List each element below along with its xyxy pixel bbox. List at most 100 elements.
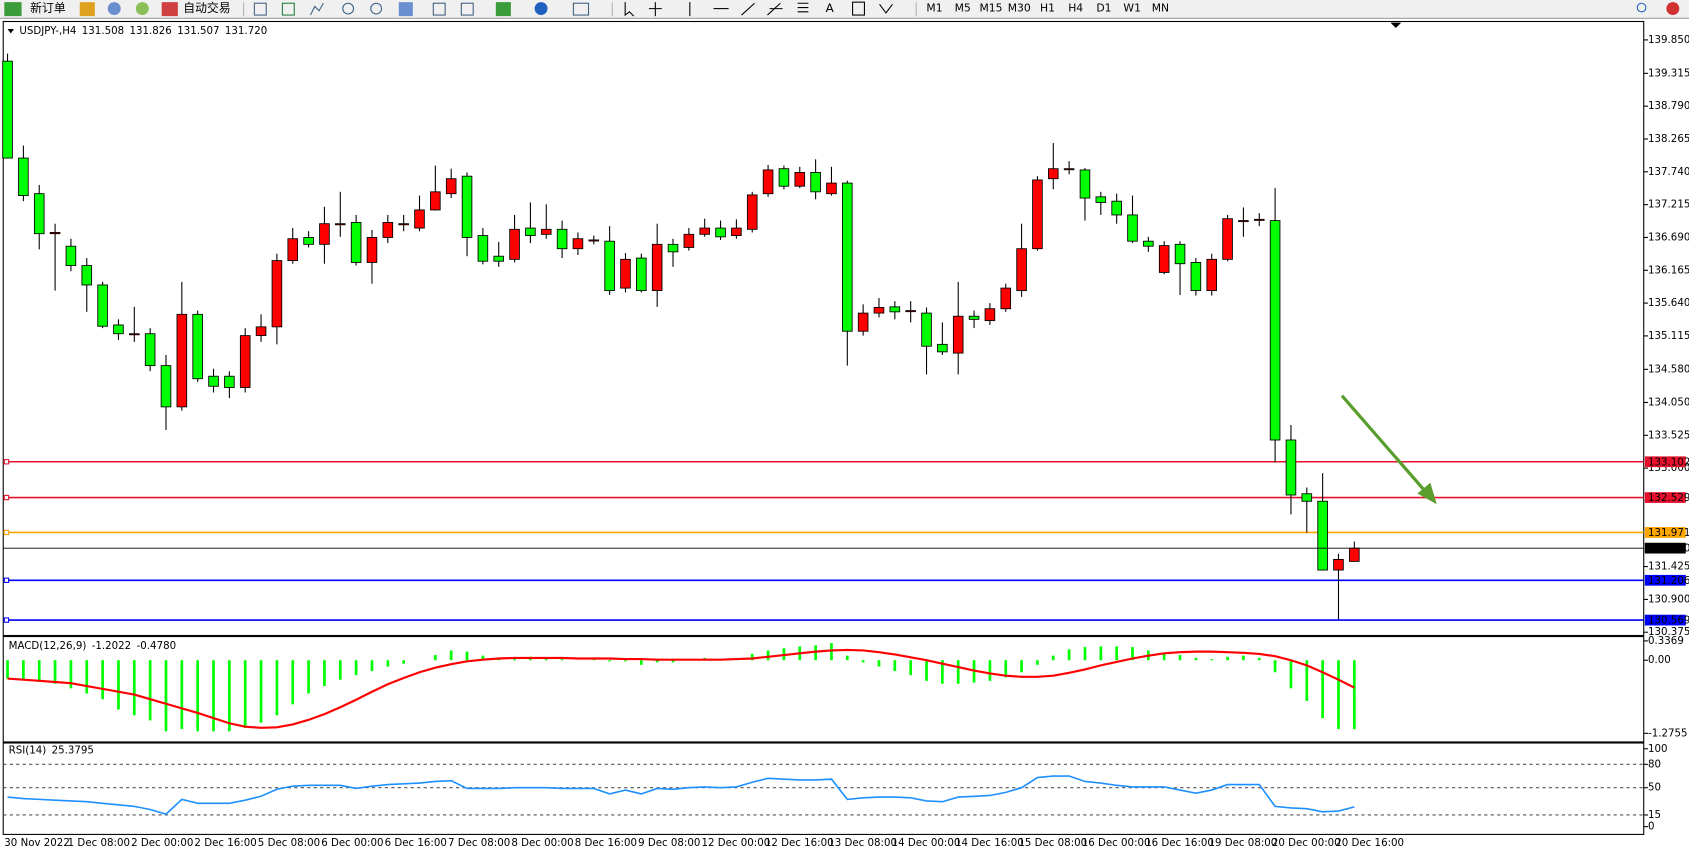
candle-icon[interactable] <box>281 2 295 16</box>
zoom-out-icon[interactable] <box>370 2 383 15</box>
candle-body <box>97 284 108 327</box>
arrows-tool[interactable] <box>879 3 893 14</box>
fibo-icon[interactable] <box>797 2 809 13</box>
symbol-menu-arrow[interactable] <box>7 29 15 34</box>
candle-body <box>1317 500 1328 571</box>
candle-body <box>1301 493 1313 502</box>
level-handle <box>3 617 10 623</box>
timeframe-button[interactable]: H4 <box>1068 2 1083 15</box>
candle-body <box>572 238 584 250</box>
candle-body <box>778 168 790 187</box>
candle-body <box>889 306 901 313</box>
auto-trading-button[interactable]: 自动交易 <box>183 1 230 15</box>
tile-icon[interactable] <box>398 2 413 17</box>
candle-body <box>1269 220 1281 441</box>
candle-body <box>81 265 93 286</box>
candle-body <box>414 209 425 229</box>
timeframe-button[interactable]: H1 <box>1040 2 1055 15</box>
tool-icon[interactable] <box>79 2 95 17</box>
y-tick-label: 80 <box>1648 759 1661 770</box>
timeframe-button[interactable]: D1 <box>1096 2 1111 15</box>
crosshair-icon[interactable] <box>648 2 662 17</box>
x-tick-label: 7 Dec 08:00 <box>448 838 510 849</box>
line-chart-icon[interactable] <box>309 2 324 16</box>
price-label-bg <box>1644 574 1686 586</box>
chart-header: 131.720 <box>225 26 267 37</box>
candle-body <box>1143 240 1154 247</box>
candle-body <box>1253 218 1265 221</box>
scroll-icon[interactable] <box>432 2 446 16</box>
candle-body <box>762 169 774 195</box>
candle-body <box>334 223 346 226</box>
periods-icon[interactable] <box>534 2 548 16</box>
x-tick-label: 15 Dec 08:00 <box>1018 838 1087 849</box>
shift-marker <box>1390 22 1402 28</box>
y-tick-label: 133.000 <box>1648 463 1689 474</box>
x-tick-label: 12 Dec 16:00 <box>765 838 834 849</box>
zoom-in-icon[interactable] <box>342 2 355 15</box>
indicators-icon[interactable] <box>495 2 511 17</box>
bar-chart-icon[interactable] <box>253 2 267 16</box>
trendline-icon[interactable] <box>741 2 755 16</box>
x-tick-label: 20 Dec 16:00 <box>1335 838 1404 849</box>
x-tick-label: 20 Dec 00:00 <box>1272 838 1341 849</box>
level-handle <box>3 494 10 501</box>
plot-area: 139.850 139.315 138.790 138.265 137.740 137.2… <box>2 26 1689 849</box>
x-tick-label: 30 Nov 2022 <box>4 838 70 849</box>
timeframe-button[interactable]: M1 <box>926 2 942 15</box>
y-tick-label: 139.315 <box>1648 68 1689 79</box>
text-tool[interactable]: A <box>826 1 834 15</box>
candle-body <box>144 333 156 367</box>
tool-icon[interactable] <box>107 2 121 16</box>
candle-body <box>430 191 441 211</box>
macd-header: MACD(12,26,9) <box>9 641 87 652</box>
candle-body <box>1206 258 1218 292</box>
timeframe-button[interactable]: M15 <box>979 2 1002 15</box>
timeframe-button[interactable]: M30 <box>1008 2 1031 15</box>
x-tick-label: 6 Dec 16:00 <box>385 838 447 849</box>
new-order-button[interactable]: 新订单 <box>30 1 66 15</box>
candle-body <box>937 343 948 353</box>
candle-body <box>192 313 203 380</box>
candle-body <box>842 182 853 332</box>
new-order-icon[interactable] <box>4 2 22 17</box>
y-tick-label: 135.640 <box>1648 298 1689 309</box>
candle-body <box>1111 200 1122 216</box>
alert-icon[interactable] <box>1666 2 1680 16</box>
candle-body <box>1158 245 1170 273</box>
candle-body <box>636 257 647 292</box>
timeframe-button[interactable]: MN <box>1152 2 1169 15</box>
price-label-bg <box>1644 456 1686 468</box>
candle-body <box>826 182 837 195</box>
timeframe-button[interactable]: W1 <box>1123 2 1140 15</box>
timeframe-button[interactable]: M5 <box>955 2 971 15</box>
candle-body <box>1047 168 1059 180</box>
y-tick-label: 50 <box>1648 783 1661 794</box>
price-label: 131.971 <box>1648 528 1689 539</box>
x-tick-label: 6 Dec 00:00 <box>321 838 383 849</box>
channel-icon[interactable] <box>767 2 783 16</box>
auto-trading-icon[interactable] <box>161 2 178 17</box>
price-label: 130.569 <box>1648 616 1689 627</box>
label-tool[interactable] <box>852 1 865 16</box>
chart-header: 131.508 <box>82 26 124 37</box>
x-tick-label: 12 Dec 00:00 <box>701 838 770 849</box>
templates-icon[interactable] <box>572 2 590 16</box>
cursor-icon[interactable] <box>624 2 635 17</box>
candle-body <box>18 157 29 196</box>
candle-body <box>2 60 13 159</box>
candle-body <box>1222 218 1233 260</box>
price-label-bg <box>1644 542 1686 554</box>
y-tick-label: 133.525 <box>1648 430 1689 441</box>
candle-body <box>65 245 77 267</box>
search-icon[interactable] <box>1636 2 1647 13</box>
candle-body <box>33 193 45 235</box>
tool-icon[interactable] <box>135 2 149 16</box>
y-tick-label: 15 <box>1648 810 1661 821</box>
candle-body <box>699 227 710 235</box>
shift-icon[interactable] <box>460 2 474 16</box>
candle-body <box>303 237 314 245</box>
candle-body <box>398 223 409 226</box>
candle-body <box>667 243 679 253</box>
candle-body <box>509 228 520 260</box>
